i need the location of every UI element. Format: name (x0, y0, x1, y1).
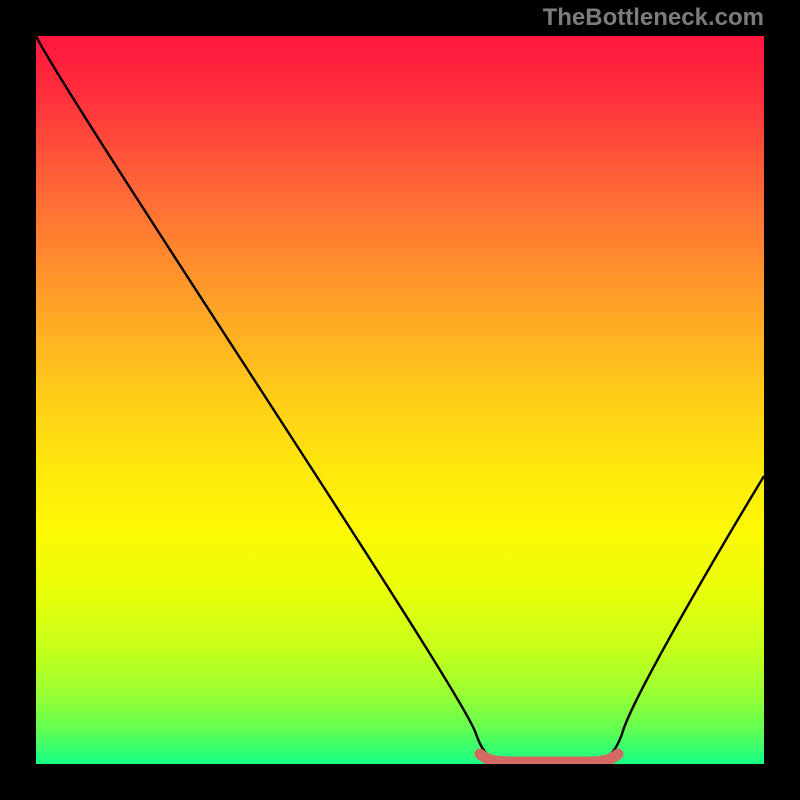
bottleneck-curve (36, 36, 764, 762)
outer-frame: TheBottleneck.com (0, 0, 800, 800)
optimal-range-marker (480, 754, 618, 762)
plot-area (36, 36, 764, 764)
curve-layer (36, 36, 764, 764)
watermark-text: TheBottleneck.com (543, 4, 764, 32)
